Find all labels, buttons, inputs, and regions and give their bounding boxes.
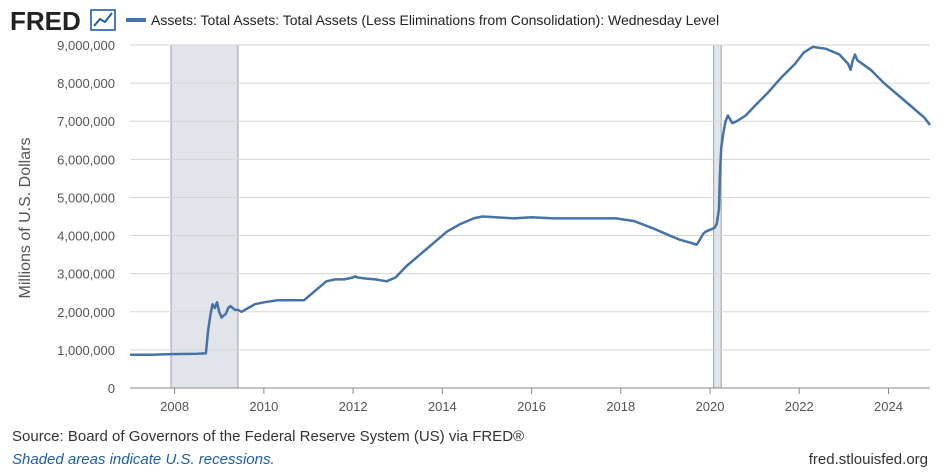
- x-tick-label: 2016: [517, 399, 546, 414]
- y-tick-label: 2,000,000: [57, 305, 115, 320]
- x-tick-label: 2010: [249, 399, 278, 414]
- fred-logo[interactable]: FRED: [10, 6, 116, 36]
- legend-label: Assets: Total Assets: Total Assets (Less…: [151, 12, 719, 28]
- x-axis-ticks: 2008 2010 2012 2014 2016 2018 2020 2022 2024: [160, 388, 903, 414]
- legend: Assets: Total Assets: Total Assets (Less…: [126, 12, 719, 28]
- y-tick-label: 8,000,000: [57, 76, 115, 91]
- y-tick-label: 6,000,000: [57, 152, 115, 167]
- recession-bands: [170, 45, 722, 388]
- y-tick-label: 9,000,000: [57, 38, 115, 53]
- y-tick-label: 4,000,000: [57, 229, 115, 244]
- recession-note: Shaded areas indicate U.S. recessions.: [12, 451, 275, 468]
- x-tick-label: 2008: [160, 399, 189, 414]
- line-chart-icon: [90, 9, 116, 31]
- source-text: Source: Board of Governors of the Federa…: [12, 428, 525, 445]
- series-line[interactable]: [130, 45, 931, 357]
- x-tick-label: 2012: [339, 399, 368, 414]
- x-tick-label: 2024: [874, 399, 903, 414]
- fred-logo-text: FRED: [10, 6, 81, 36]
- x-tick-label: 2014: [428, 399, 457, 414]
- y-axis-ticks: 0 1,000,000 2,000,000 3,000,000 4,000,000 5,0…: [57, 38, 115, 396]
- y-tick-label: 5,000,000: [57, 190, 115, 205]
- x-tick-label: 2020: [696, 399, 725, 414]
- y-axis-label: Millions of U.S. Dollars: [17, 138, 34, 299]
- x-tick-label: 2018: [606, 399, 635, 414]
- grid-lines: [130, 44, 930, 351]
- y-tick-label: 1,000,000: [57, 343, 115, 358]
- series-layer: [130, 45, 931, 357]
- site-url[interactable]: fred.stlouisfed.org: [808, 451, 928, 468]
- y-tick-label: 7,000,000: [57, 114, 115, 129]
- x-tick-label: 2022: [785, 399, 814, 414]
- y-tick-label: 3,000,000: [57, 267, 115, 282]
- y-tick-label: 0: [108, 381, 115, 396]
- recession-band: [171, 45, 238, 388]
